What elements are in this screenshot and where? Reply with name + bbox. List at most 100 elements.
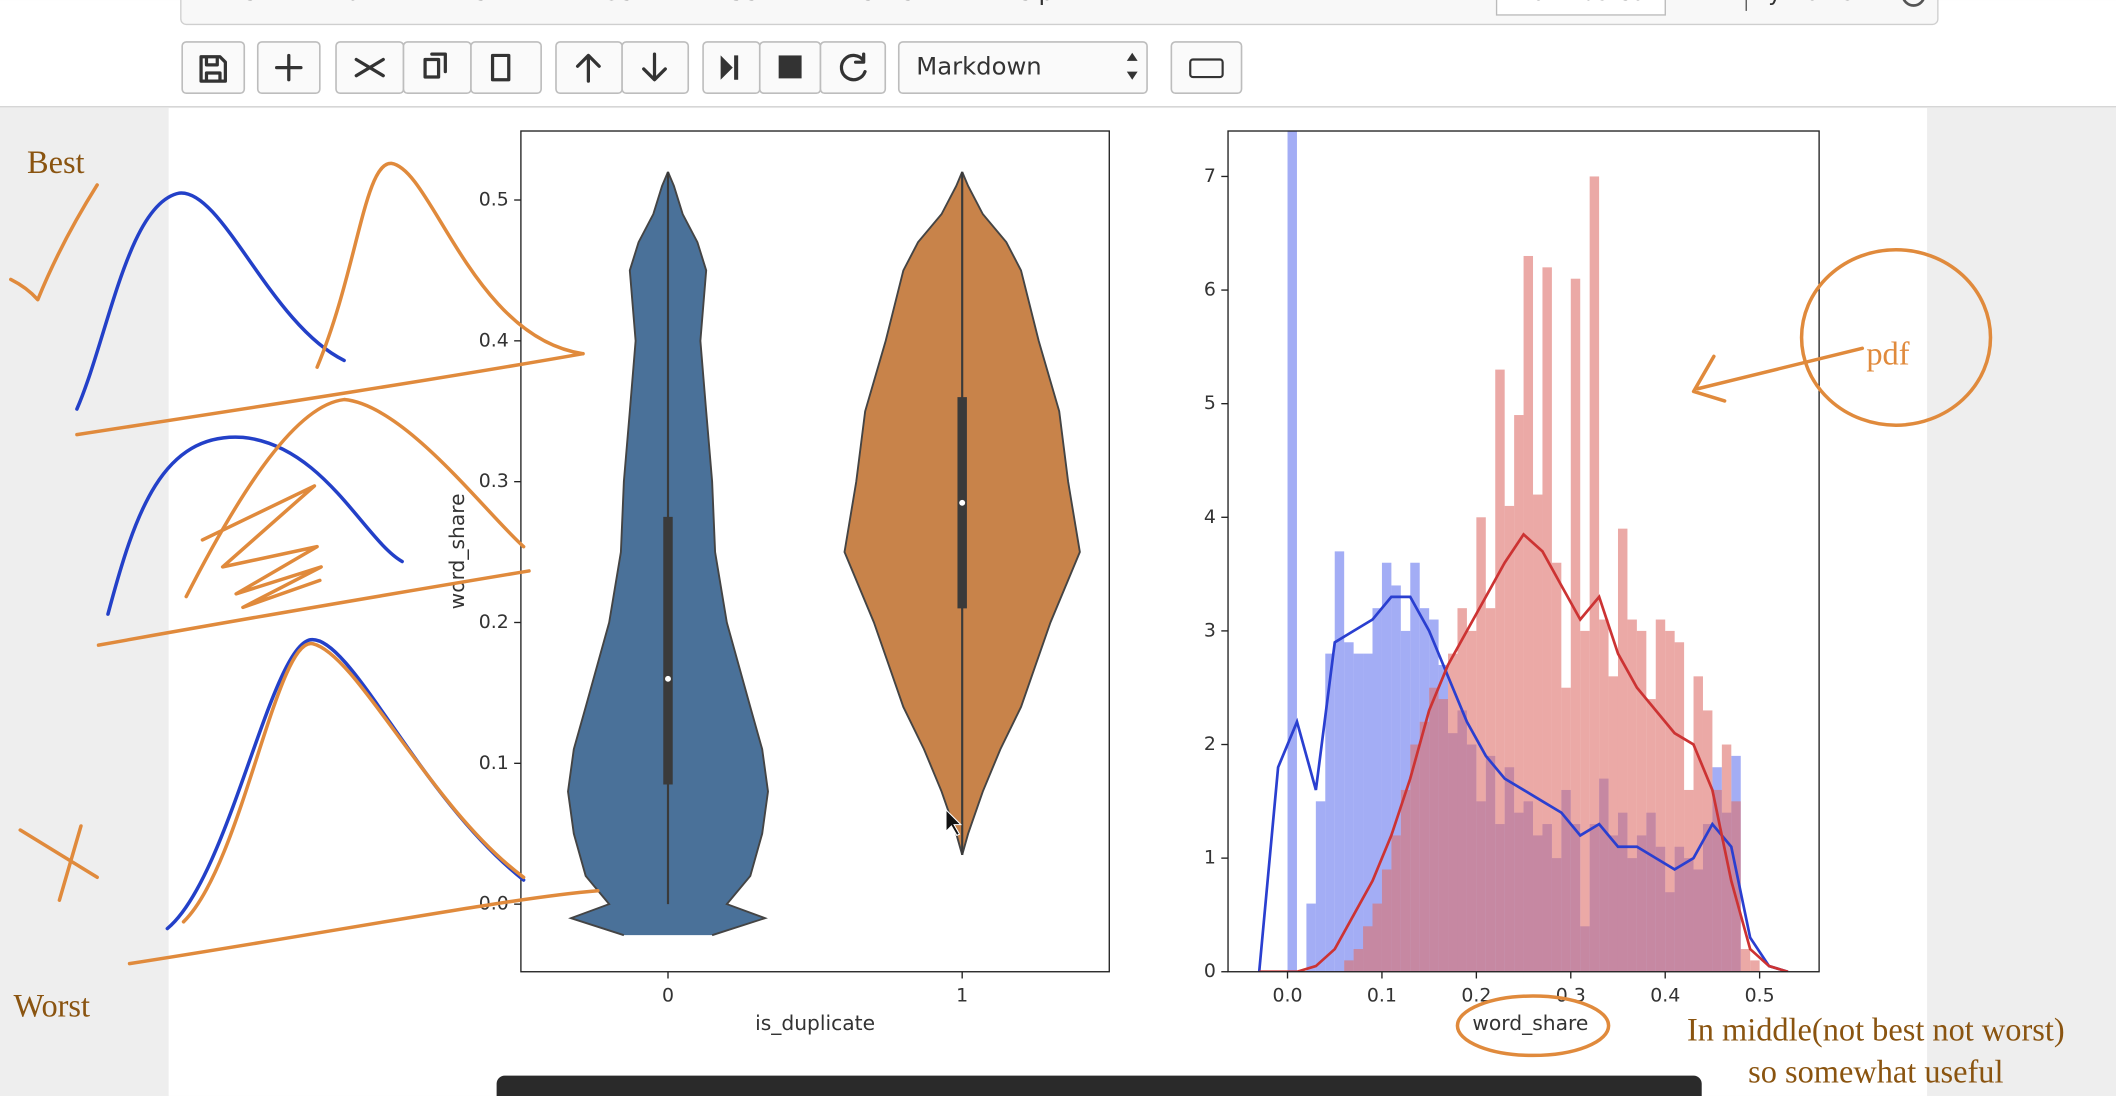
sketch-curve [315,161,585,369]
copy-icon [423,52,447,79]
save-button[interactable] [181,41,246,95]
y-tick-label: 5 [1204,392,1216,414]
x-tick-label: 0 [662,985,674,1007]
plot-frame [1227,130,1820,973]
histogram-bar [1646,699,1656,972]
keyboard-icon [1189,58,1224,79]
x-axis-label: word_share [1472,1011,1588,1035]
histogram-bar [1438,699,1449,972]
worst-note: Worst [13,988,90,1024]
histogram-bar [1400,789,1411,972]
histogram-bar [1693,676,1703,972]
cross-mark [18,824,99,902]
menu-item[interactable]: Cell [726,0,771,6]
histogram-bar [1306,903,1316,972]
histogram-bar [1702,710,1713,972]
up-icon [575,53,601,83]
histogram-bar [1627,619,1637,972]
histogram-bar [1344,960,1354,972]
histogram-bar [1684,789,1694,972]
x-tick-label: 0.4 [1650,985,1680,1007]
save-icon [199,55,227,83]
menu-item[interactable]: File [216,0,257,6]
histogram-bar [1551,562,1562,972]
restart-button[interactable] [819,41,887,95]
kde-line [1259,532,1789,972]
best-note: Best [27,145,85,181]
chart: 0.00.10.20.30.40.50 1is_duplicateword_sha… [445,130,1110,1035]
y-tick-label: 6 [1204,279,1216,301]
menu-item[interactable]: View [449,0,507,6]
histogram-bar [1353,653,1364,972]
menu-item[interactable]: Kernel [845,0,921,6]
histogram-bar [1476,517,1486,972]
histogram-bar [1514,415,1524,972]
sketch-curve [181,642,526,924]
kernel-status [1902,0,1925,7]
stop-icon [778,55,802,79]
histogram-bar [1353,949,1364,972]
trusted-indicator[interactable]: Not Trusted [1514,0,1646,6]
histogram-bar [1674,642,1685,972]
violin-body [844,171,963,855]
pdf-note: pdf [1866,336,1909,372]
histogram-bar [1287,131,1297,972]
histogram-bar [1334,551,1345,972]
histogram-bar [1731,801,1741,972]
violin-outline [843,171,964,856]
x-tick-label: 0.2 [1461,985,1491,1007]
histogram-bar [1523,255,1534,972]
histogram-bar [1372,608,1382,972]
histogram-bar [1750,960,1760,972]
middle-note: In middle(not best not worst) [1687,1013,2065,1049]
paste-button[interactable] [470,41,542,95]
paste-icon [490,53,511,82]
kernel-name: Python 3 [1754,0,1855,6]
trusted-box[interactable] [1495,0,1666,16]
sketch-axis [96,569,531,647]
sketch-axis [127,889,600,966]
y-tick-label: 0.3 [479,470,509,492]
menu: File Edit View Insert Cell Kernel Help [216,0,1054,6]
check-mark [9,183,99,302]
histogram-bar [1391,585,1401,972]
histogram-bar [1372,903,1382,972]
restart-icon [839,52,867,82]
y-tick-label: 0.4 [479,329,509,351]
histogram-bar [1580,630,1590,972]
kde-line [1257,595,1789,972]
x-tick-label: 0.1 [1367,985,1397,1007]
menu-item[interactable]: Edit [331,0,378,6]
histogram-bar [1608,676,1618,972]
histogram-bar [1504,505,1515,972]
plus-icon [275,53,303,82]
violin-outline [961,171,1081,856]
plot-frame [520,130,1110,973]
histogram-bar [1363,653,1373,972]
violin-outline [667,171,769,937]
histogram-bar [1599,619,1609,972]
plot-area [1257,131,1789,972]
histogram-bar [1381,562,1392,972]
histogram-bar [1448,653,1458,972]
y-axis-label: word_share [445,493,469,609]
down-icon [642,52,667,82]
histogram-bar [1391,835,1401,972]
y-tick-label: 2 [1204,733,1216,755]
arrow [1691,346,1865,403]
sketch-curve [75,191,346,411]
cell-type-select[interactable] [897,41,1148,95]
histogram-bar [1429,687,1439,972]
pdf-circle [1799,248,1993,427]
y-tick-label: 7 [1204,165,1216,187]
y-tick-label: 4 [1204,506,1216,528]
histogram-bar [1570,278,1581,972]
menu-item[interactable]: Insert [583,0,653,6]
cell-type[interactable]: Markdown [916,51,1041,80]
keyboard-button[interactable] [1170,41,1243,95]
cut-icon [354,57,385,78]
x-tick-label: 0.5 [1745,985,1775,1007]
histogram-bar [1344,642,1354,972]
menu-item[interactable]: Help [999,0,1054,6]
